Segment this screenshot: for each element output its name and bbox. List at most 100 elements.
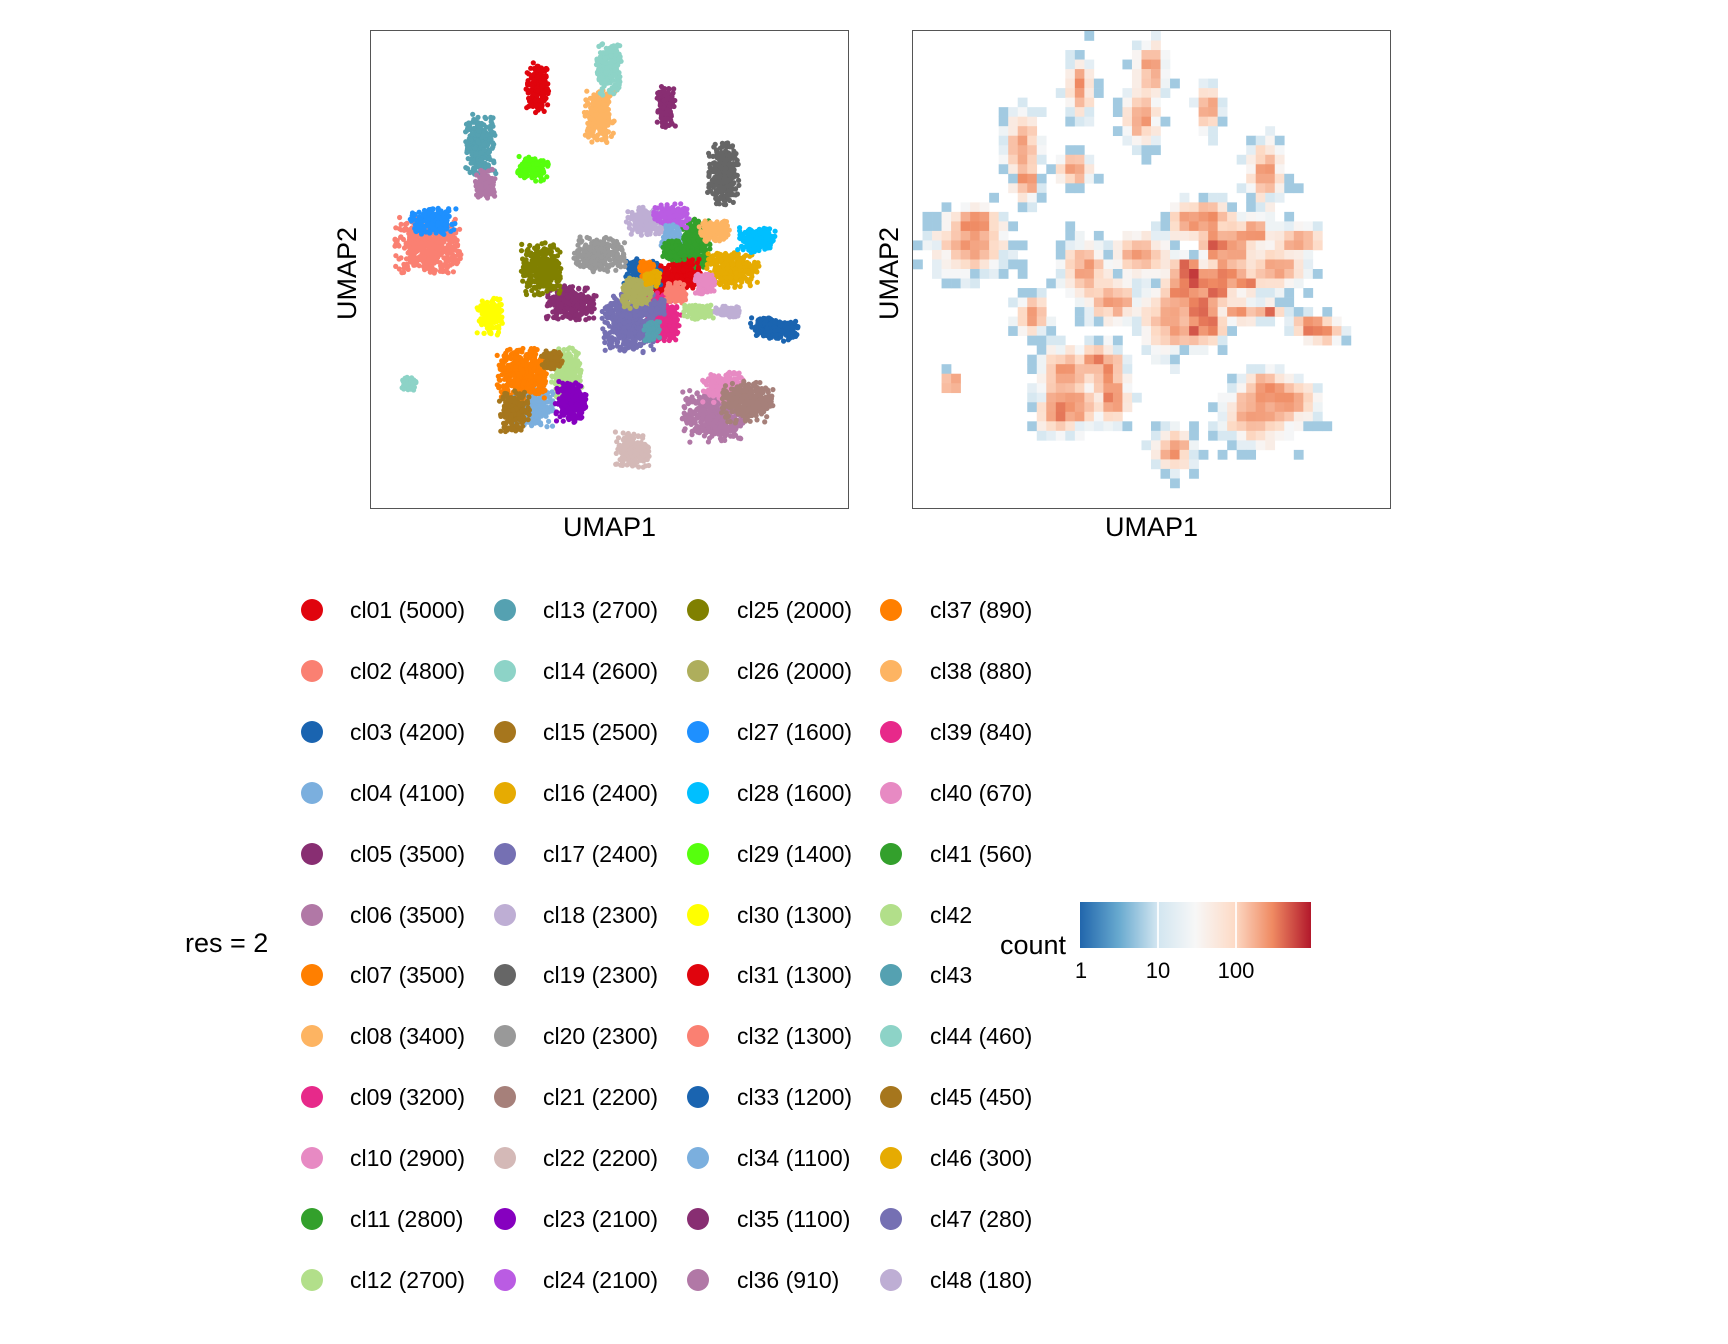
scatter-point <box>594 137 600 143</box>
scatter-point <box>729 252 735 259</box>
scatter-point <box>681 404 687 410</box>
scatter-point <box>687 439 693 445</box>
scatter-point <box>781 338 787 344</box>
scatter-point <box>406 237 412 243</box>
scatter-point <box>465 126 471 132</box>
scatter-point <box>501 366 507 372</box>
scatter-point <box>534 360 540 366</box>
scatter-point <box>593 124 599 130</box>
scatter-point <box>593 62 600 68</box>
scatter-point <box>785 331 791 337</box>
scatter-point <box>682 426 688 432</box>
scatter-point <box>736 256 742 262</box>
scatter-point <box>532 97 539 104</box>
scatter-point <box>631 272 637 278</box>
scatter-point <box>503 373 509 379</box>
scatter-cluster-cl08 <box>581 87 618 145</box>
scatter-point <box>716 429 722 435</box>
scatter-point <box>535 377 542 384</box>
scatter-point <box>599 59 606 65</box>
scatter-point <box>476 124 482 131</box>
scatter-point <box>447 239 453 245</box>
scatter-point <box>727 275 733 281</box>
scatter-point <box>748 263 754 270</box>
scatter-point <box>505 396 511 402</box>
scatter-point <box>544 316 550 322</box>
scatter-point <box>547 394 553 400</box>
scatter-point <box>421 264 428 270</box>
scatter-point <box>512 388 518 394</box>
scatter-point <box>519 407 525 413</box>
scatter-point <box>498 428 504 434</box>
scatter-point <box>593 293 599 299</box>
scatter-point <box>735 262 741 268</box>
scatter-point <box>570 370 576 376</box>
scatter-point <box>398 221 404 227</box>
scatter-point <box>510 407 516 413</box>
scatter-point <box>576 285 582 291</box>
scatter-point <box>575 294 581 300</box>
scatter-point <box>682 412 688 418</box>
scatter-point <box>465 156 471 162</box>
scatter-point <box>723 255 729 261</box>
scatter-point <box>404 220 410 226</box>
scatter-point <box>526 373 532 379</box>
scatter-point <box>393 263 399 269</box>
scatter-point <box>586 315 592 321</box>
scatter-point <box>512 417 518 423</box>
scatter-point <box>393 253 399 259</box>
scatter-point <box>794 332 800 338</box>
scatter-point <box>539 105 545 111</box>
scatter-point <box>526 95 532 102</box>
scatter-point <box>719 418 725 424</box>
scatter-point <box>453 243 459 249</box>
scatter-point <box>705 251 711 257</box>
scatter-point <box>591 315 597 321</box>
scatter-point <box>518 366 524 372</box>
scatter-point <box>457 226 463 232</box>
scatter-point <box>604 65 610 71</box>
scatter-point <box>601 118 607 124</box>
scatter-point <box>526 394 532 400</box>
scatter-point <box>718 268 724 275</box>
scatter-point <box>422 249 428 255</box>
scatter-point <box>404 227 410 233</box>
scatter-point <box>481 141 487 147</box>
scatter-point <box>718 281 724 287</box>
scatter-point <box>406 243 412 250</box>
scatter-point <box>711 391 717 397</box>
scatter-point <box>585 101 591 107</box>
scatter-point <box>429 254 435 260</box>
scatter-point <box>711 399 717 405</box>
scatter-point <box>754 279 760 285</box>
scatter-point <box>599 42 605 48</box>
scatter-point <box>568 359 574 365</box>
scatter-point <box>496 398 503 404</box>
scatter-point <box>613 67 619 73</box>
scatter-point <box>701 433 707 439</box>
scatter-point <box>717 436 724 442</box>
scatter-point <box>428 241 434 247</box>
scatter-point <box>568 306 575 313</box>
scatter-point <box>526 412 532 418</box>
scatter-point <box>431 250 437 256</box>
scatter-point <box>691 418 697 424</box>
scatter-point <box>426 257 432 263</box>
scatter-point <box>536 383 542 389</box>
scatter-point <box>747 283 753 289</box>
scatter-point <box>549 295 555 301</box>
scatter-point <box>473 151 479 157</box>
scatter-point <box>692 427 698 434</box>
scatter-point <box>664 271 670 277</box>
scatter-point <box>707 246 713 252</box>
scatter-point <box>695 412 701 418</box>
scatter-point <box>790 334 796 340</box>
scatter-point <box>585 305 592 311</box>
scatter-point <box>599 89 605 95</box>
scatter-point <box>483 115 489 122</box>
scatter-point <box>475 120 482 126</box>
scatter-point <box>704 265 710 271</box>
scatter-point <box>602 106 608 112</box>
scatter-point <box>520 413 526 419</box>
scatter-point <box>449 233 455 239</box>
